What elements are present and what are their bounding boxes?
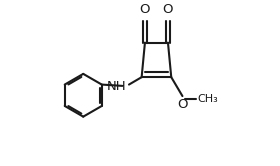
Text: O: O bbox=[178, 98, 188, 111]
Text: O: O bbox=[140, 3, 150, 16]
Text: NH: NH bbox=[106, 80, 126, 93]
Text: CH₃: CH₃ bbox=[197, 94, 218, 104]
Text: O: O bbox=[163, 3, 173, 16]
